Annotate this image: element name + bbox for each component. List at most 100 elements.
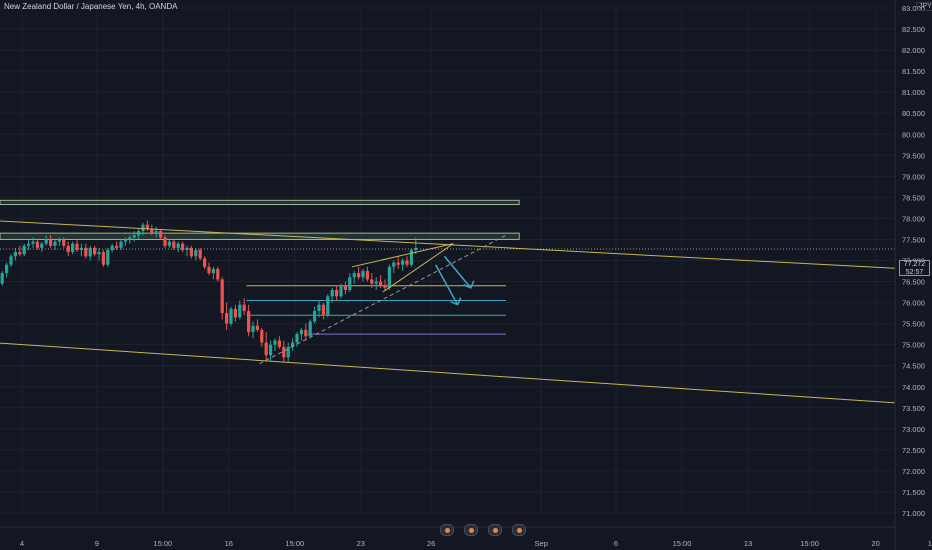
price-tick-label: 78.000	[902, 214, 925, 223]
price-tick-label: 82.500	[902, 25, 925, 34]
candle-body	[242, 304, 246, 311]
candle	[286, 342, 290, 362]
candle-body	[269, 344, 273, 356]
candle-body	[326, 296, 330, 316]
candle	[35, 239, 39, 250]
candle-body	[40, 243, 44, 248]
candle-body	[5, 264, 9, 274]
candle-body	[343, 285, 347, 290]
reset-icon[interactable]	[488, 524, 502, 536]
time-tick-label: 13	[744, 539, 752, 548]
time-tick-label: 15:00	[285, 539, 304, 548]
candle-body	[97, 252, 101, 255]
candle	[154, 226, 158, 238]
candle	[189, 245, 193, 259]
candle-body	[339, 285, 343, 297]
candle-body	[13, 252, 17, 257]
candle-body	[352, 273, 356, 278]
time-tick-label: 23	[357, 539, 365, 548]
candle-body	[18, 252, 22, 255]
candle	[321, 302, 325, 320]
candle	[317, 300, 321, 318]
candle-body	[137, 231, 141, 236]
price-tick-label: 74.500	[902, 362, 925, 371]
candle	[233, 304, 237, 322]
settings-icon[interactable]	[464, 524, 478, 536]
candle	[348, 273, 352, 293]
arrow-shaft	[434, 264, 459, 306]
candle-body	[159, 231, 163, 238]
candle	[62, 237, 66, 248]
candle	[137, 228, 141, 240]
candle-body	[317, 304, 321, 311]
candle-body	[57, 239, 61, 242]
candle	[5, 262, 9, 278]
candle-body	[172, 241, 176, 248]
time-tick-label: 15:00	[928, 539, 932, 548]
time-tick-label: 9	[95, 539, 99, 548]
candle-body	[335, 289, 339, 297]
candle	[304, 323, 308, 341]
candle	[374, 277, 378, 290]
eye-icon[interactable]	[512, 524, 526, 536]
dashed-trendline	[259, 234, 507, 365]
candle	[313, 306, 317, 324]
candle	[383, 279, 387, 290]
time-tick-label: 15:00	[153, 539, 172, 548]
price-tick-label: 74.000	[902, 383, 925, 392]
candle-body	[71, 243, 75, 253]
price-levels	[246, 285, 506, 335]
price-tick-label: 72.500	[902, 446, 925, 455]
candle-body	[119, 241, 123, 248]
price-tick-label: 79.500	[902, 151, 925, 160]
price-tick-label: 80.500	[902, 109, 925, 118]
candle-body	[84, 247, 88, 257]
candle-body	[282, 346, 286, 358]
candle-body	[348, 277, 352, 290]
candle	[211, 266, 215, 280]
trendline	[0, 220, 907, 270]
candle	[255, 319, 259, 333]
candle-body	[409, 249, 413, 265]
candle-body	[286, 346, 290, 358]
time-tick-label: Sep	[535, 539, 548, 548]
candle	[308, 319, 312, 339]
candle-body	[229, 308, 233, 324]
price-tick-label: 77.500	[902, 235, 925, 244]
currency-label[interactable]: JPY	[916, 2, 932, 11]
candle	[198, 247, 202, 261]
candle-body	[27, 243, 31, 246]
candle-body	[299, 329, 303, 335]
time-tick-label: 26	[427, 539, 435, 548]
record-icon[interactable]	[440, 524, 454, 536]
price-tick-label: 83.000	[902, 4, 925, 13]
candle	[216, 266, 220, 282]
candle	[159, 228, 163, 240]
candle-body	[106, 249, 110, 265]
candle	[66, 241, 70, 257]
candle-body	[0, 273, 4, 284]
candle	[409, 247, 413, 267]
candle	[220, 277, 224, 320]
price-tick-label: 76.000	[902, 299, 925, 308]
price-tick-label: 75.500	[902, 320, 925, 329]
candle	[40, 241, 44, 253]
candle	[343, 281, 347, 295]
bar-countdown: 52:57	[905, 269, 924, 276]
candle-body	[115, 245, 119, 248]
trendlines	[0, 220, 907, 405]
candle	[145, 220, 149, 232]
projection-arrow	[443, 255, 475, 289]
candle	[49, 235, 53, 248]
candle-body	[247, 311, 251, 333]
candle-body	[44, 239, 48, 244]
candle-body	[150, 228, 154, 234]
candle	[392, 260, 396, 274]
candle	[365, 266, 369, 282]
candle-body	[273, 340, 277, 345]
candle-body	[31, 241, 35, 244]
candle-body	[49, 239, 53, 246]
candle	[291, 338, 295, 351]
